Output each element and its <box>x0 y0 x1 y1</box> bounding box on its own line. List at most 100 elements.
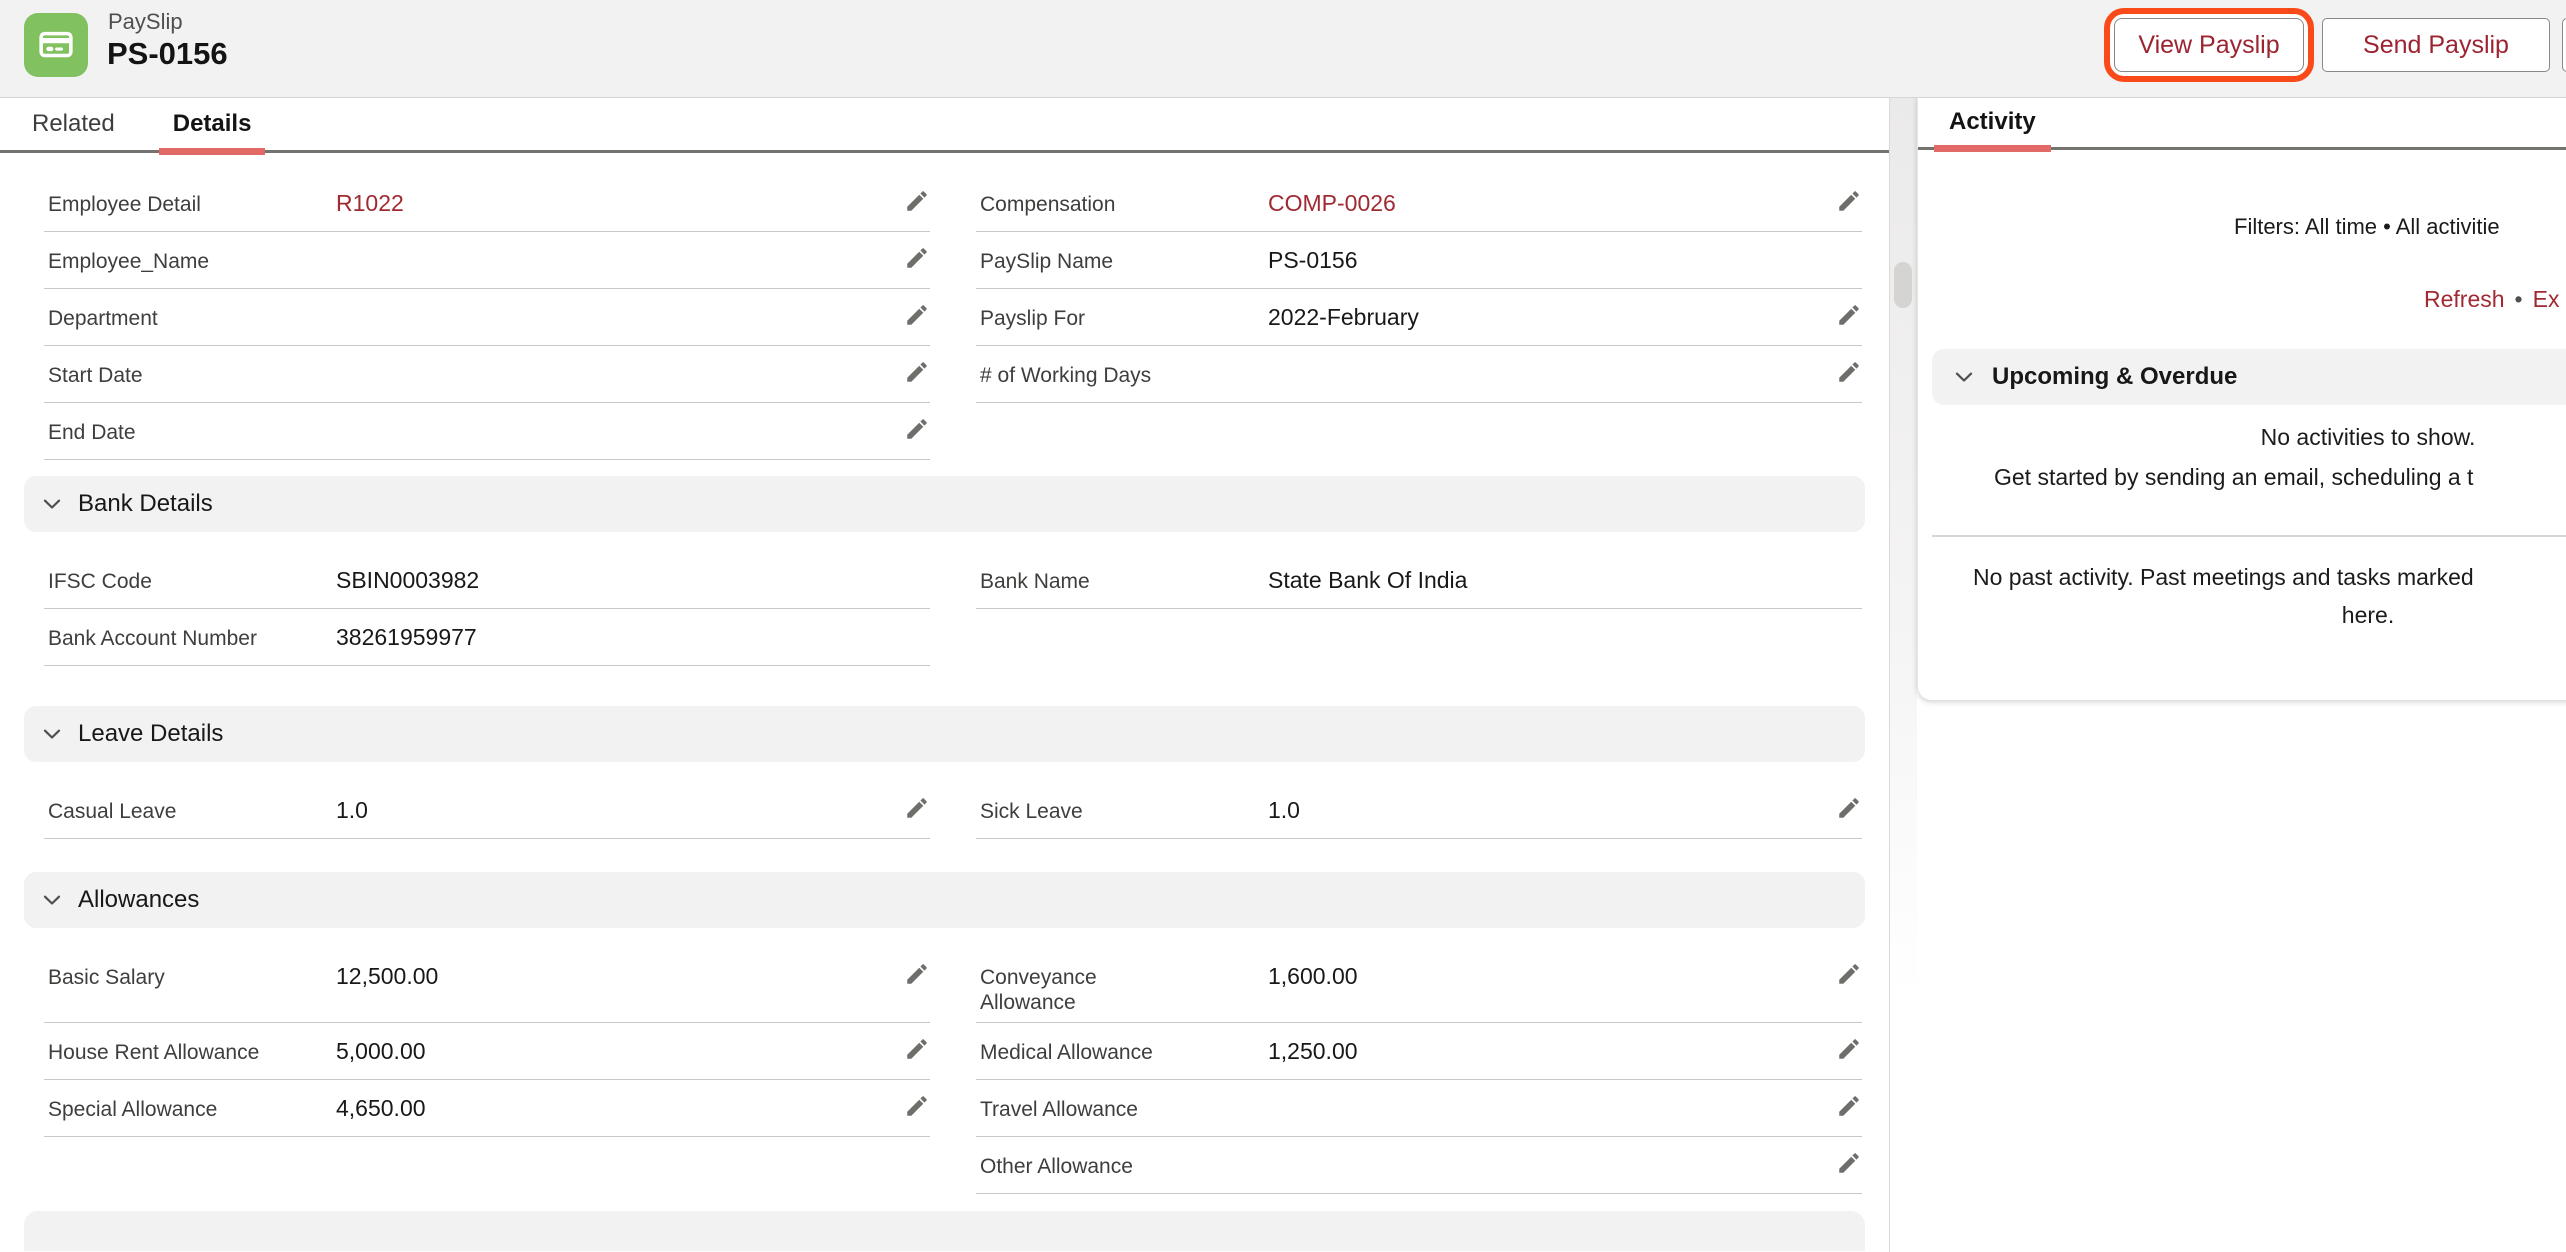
record-link[interactable]: R1022 <box>336 190 404 216</box>
field-label-compensation: Compensation <box>980 193 1116 216</box>
field-label-basic-salary: Basic Salary <box>48 966 165 989</box>
chevron-down-icon <box>40 492 64 516</box>
field-row: Department <box>44 289 930 346</box>
field-row: Employee Detail R1022 <box>44 175 930 232</box>
field-label-travel-allowance: Travel Allowance <box>980 1098 1138 1122</box>
field-row-pair: Other Allowance <box>44 1137 1865 1195</box>
main-tabbar: Related Details <box>0 98 1889 155</box>
chevron-down-icon <box>40 888 64 912</box>
section-header-partial[interactable] <box>24 1211 1865 1252</box>
field-row: Special Allowance 4,650.00 <box>44 1080 930 1138</box>
field-row: Bank Name State Bank Of India <box>976 552 1862 609</box>
field-label-end-date: End Date <box>48 421 136 444</box>
field-row: House Rent Allowance 5,000.00 <box>44 1023 930 1081</box>
activity-tabbar: Activity <box>1918 96 2566 152</box>
field-rows: Employee Detail R1022 Compensation COMP-002… <box>24 175 1865 460</box>
payslip-card-icon <box>24 13 88 77</box>
activity-divider <box>1932 535 2566 537</box>
activity-actions: Refresh • Ex <box>2424 286 2559 313</box>
chevron-down-icon <box>40 722 64 746</box>
field-value <box>336 302 904 303</box>
edit-pencil-icon[interactable] <box>904 359 930 385</box>
edit-pencil-icon[interactable] <box>904 795 930 821</box>
field-label-bank-name: Bank Name <box>980 570 1090 593</box>
edit-pencil-icon[interactable] <box>1836 1036 1862 1062</box>
section-title: Upcoming & Overdue <box>1992 363 2238 390</box>
field-row: Payslip For 2022-February <box>976 289 1862 346</box>
view-payslip-button[interactable]: View Payslip <box>2114 18 2304 72</box>
field-label-special-allowance: Special Allowance <box>48 1098 218 1122</box>
field-value <box>1268 359 1836 360</box>
actions-separator: • <box>2514 286 2523 312</box>
edit-pencil-icon[interactable] <box>1836 188 1862 214</box>
edit-pencil-icon[interactable] <box>1836 359 1862 385</box>
field-row-empty <box>976 403 1862 460</box>
object-label: PaySlip <box>108 9 183 34</box>
activity-filters-summary: Filters: All time • All activitie <box>2234 214 2500 239</box>
field-row-pair: Basic Salary 12,500.00 Conveyance Allowanc… <box>44 948 1865 1024</box>
send-payslip-button[interactable]: Send Payslip <box>2322 18 2550 72</box>
field-rows: IFSC Code SBIN0003982 Bank Name State Bank … <box>24 552 1865 666</box>
field-value <box>336 359 904 360</box>
section-header-bank-details[interactable]: Bank Details <box>24 476 1865 532</box>
edit-pencil-icon[interactable] <box>1836 1093 1862 1119</box>
field-label-employee-name: Employee_Name <box>48 250 210 273</box>
expand-link-partial[interactable]: Ex <box>2532 286 2560 312</box>
details-content: Employee Detail R1022 Compensation COMP-002… <box>0 153 1889 1252</box>
field-label-ifsc-code: IFSC Code <box>48 570 152 593</box>
field-value: 5,000.00 <box>336 1038 426 1065</box>
record-link[interactable]: COMP-0026 <box>1268 190 1396 216</box>
field-label-department: Department <box>48 307 158 330</box>
section-title: Bank Details <box>78 490 213 517</box>
edit-pencil-icon[interactable] <box>904 302 930 328</box>
tab-details[interactable]: Details <box>158 98 266 155</box>
field-rows: Basic Salary 12,500.00 Conveyance Allowanc… <box>24 948 1865 1195</box>
edit-pencil-icon[interactable] <box>1836 1150 1862 1176</box>
section-header-allowances[interactable]: Allowances <box>24 872 1865 928</box>
edit-pencil-icon[interactable] <box>904 416 930 442</box>
edit-pencil-icon[interactable] <box>1836 795 1862 821</box>
field-label-sick-leave: Sick Leave <box>980 800 1083 823</box>
section-title: Leave Details <box>78 720 224 747</box>
field-value: 1,600.00 <box>1268 963 1358 989</box>
field-value: PS-0156 <box>1268 247 1358 273</box>
tab-activity[interactable]: Activity <box>1934 96 2051 152</box>
refresh-link[interactable]: Refresh <box>2424 286 2505 312</box>
field-label-payslip-name: PaySlip Name <box>980 250 1114 273</box>
tab-related[interactable]: Related <box>32 110 115 137</box>
edit-pencil-icon[interactable] <box>904 245 930 271</box>
scrollbar-thumb[interactable] <box>1894 262 1912 308</box>
record-title: PS-0156 <box>107 36 228 71</box>
overflow-button-partial[interactable] <box>2562 18 2566 72</box>
field-label-conveyance-allowance: Conveyance Allowance <box>980 966 1097 1015</box>
edit-pencil-icon[interactable] <box>904 961 930 987</box>
page-header: PaySlip PS-0156 View Payslip Send Paysli… <box>0 0 2566 98</box>
edit-pencil-icon[interactable] <box>904 1093 930 1119</box>
section-header-upcoming-overdue[interactable]: Upcoming & Overdue <box>1932 349 2566 405</box>
field-rows: Casual Leave 1.0 Sick Leave 1.0 <box>24 782 1865 839</box>
edit-pencil-icon[interactable] <box>904 1036 930 1062</box>
edit-pencil-icon[interactable] <box>1836 961 1862 987</box>
field-row-pair: House Rent Allowance 5,000.00 Medical Allo… <box>44 1023 1865 1081</box>
field-value: State Bank Of India <box>1268 567 1468 593</box>
field-row: Casual Leave 1.0 <box>44 782 930 839</box>
field-value: 38261959977 <box>336 624 477 650</box>
field-value: 12,500.00 <box>336 963 439 989</box>
field-value: SBIN0003982 <box>336 567 480 593</box>
field-label-house-rent-allowance: House Rent Allowance <box>48 1041 260 1065</box>
section-header-leave-details[interactable]: Leave Details <box>24 706 1865 762</box>
field-value: COMP-0026 <box>1268 188 1836 218</box>
field-label-medical-allowance: Medical Allowance <box>980 1041 1153 1065</box>
field-value: 1,250.00 <box>1268 1038 1358 1065</box>
field-label-other-allowance: Other Allowance <box>980 1155 1133 1179</box>
field-row: Sick Leave 1.0 <box>976 782 1862 839</box>
edit-pencil-icon[interactable] <box>1836 302 1862 328</box>
chevron-down-icon <box>1952 365 1976 389</box>
field-row-pair: Bank Account Number 38261959977 <box>44 609 1865 666</box>
highlight-ring: View Payslip <box>2104 8 2314 82</box>
field-row-pair: Start Date # of Working Days <box>44 346 1865 403</box>
edit-pencil-icon[interactable] <box>904 188 930 214</box>
field-value: 1.0 <box>336 797 368 823</box>
field-value: 4,650.00 <box>336 1095 426 1122</box>
field-row-pair: Casual Leave 1.0 Sick Leave 1.0 <box>44 782 1865 839</box>
